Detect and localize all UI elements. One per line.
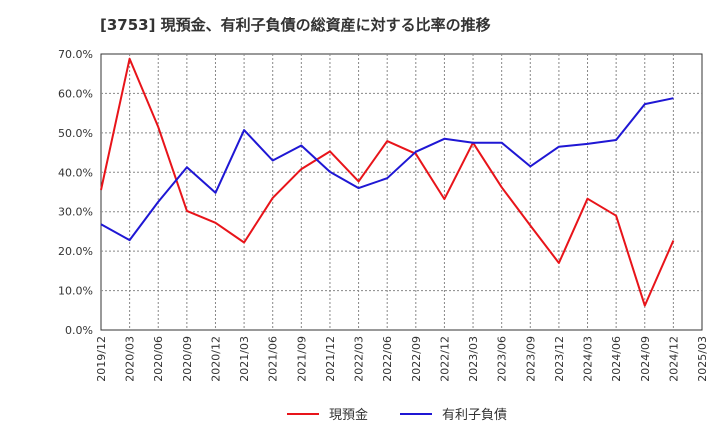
- plot-area: [100, 53, 703, 331]
- data-point: [557, 261, 561, 265]
- x-tick-label: 2019/12: [95, 336, 108, 382]
- x-tick-label: 2021/03: [238, 336, 251, 382]
- y-tick-label: 10.0%: [58, 285, 93, 298]
- series-line-2: [100, 97, 674, 242]
- data-point: [357, 186, 361, 190]
- data-point: [643, 102, 647, 106]
- data-point: [271, 196, 275, 200]
- data-point: [671, 238, 675, 242]
- data-point: [557, 145, 561, 149]
- x-tick-label: 2024/03: [582, 336, 595, 382]
- x-tick-label: 2023/12: [553, 336, 566, 382]
- data-point: [385, 176, 389, 180]
- data-point: [328, 149, 332, 153]
- x-tick-label: 2020/06: [152, 336, 165, 382]
- data-point: [528, 224, 532, 228]
- y-tick-label: 60.0%: [58, 87, 93, 100]
- data-point: [586, 142, 590, 146]
- data-point: [156, 125, 160, 129]
- x-tick-label: 2022/06: [381, 336, 394, 382]
- data-point: [242, 240, 246, 244]
- data-point: [213, 191, 217, 195]
- data-point: [299, 143, 303, 147]
- y-tick-label: 70.0%: [58, 48, 93, 61]
- x-tick-label: 2021/09: [295, 336, 308, 382]
- x-tick-label: 2025/03: [696, 336, 709, 382]
- data-point: [328, 170, 332, 174]
- x-tick-label: 2022/12: [438, 336, 451, 382]
- x-tick-label: 2021/06: [267, 336, 280, 382]
- data-point: [99, 188, 103, 192]
- y-tick-label: 50.0%: [58, 127, 93, 140]
- data-point: [586, 197, 590, 201]
- y-tick-label: 20.0%: [58, 245, 93, 258]
- data-point: [414, 150, 418, 154]
- data-point: [500, 185, 504, 189]
- legend-label: 現預金: [329, 407, 368, 423]
- data-point: [442, 137, 446, 141]
- data-point: [156, 200, 160, 204]
- data-point: [671, 96, 675, 100]
- legend-label: 有利子負債: [442, 408, 507, 423]
- x-tick-label: 2024/06: [610, 336, 623, 382]
- x-tick-label: 2024/09: [639, 336, 652, 382]
- y-tick-label: 0.0%: [65, 324, 93, 337]
- data-point: [271, 158, 275, 162]
- x-tick-label: 2022/03: [353, 336, 366, 382]
- y-tick-label: 40.0%: [58, 166, 93, 179]
- x-tick-label: 2020/03: [124, 336, 137, 382]
- data-point: [128, 238, 132, 242]
- data-point: [471, 141, 475, 145]
- data-point: [442, 197, 446, 201]
- data-point: [643, 304, 647, 308]
- y-tick-label: 30.0%: [58, 206, 93, 219]
- data-point: [528, 164, 532, 168]
- data-point: [614, 214, 618, 218]
- series-line-1: [100, 57, 675, 307]
- data-point: [385, 139, 389, 143]
- data-point: [99, 222, 103, 226]
- x-tick-label: 2023/09: [524, 336, 537, 382]
- data-point: [500, 141, 504, 145]
- x-tick-label: 2022/09: [410, 336, 423, 382]
- chart-title: [3753] 現預金、有利子負債の総資産に対する比率の推移: [100, 16, 491, 34]
- data-point: [614, 138, 618, 142]
- data-point: [357, 179, 361, 183]
- data-point: [242, 128, 246, 132]
- data-point: [213, 221, 217, 225]
- data-point: [185, 165, 189, 169]
- x-tick-label: 2020/12: [209, 336, 222, 382]
- x-tick-label: 2023/06: [496, 336, 509, 382]
- data-point: [185, 209, 189, 213]
- data-point: [128, 57, 132, 61]
- x-tick-label: 2020/09: [181, 336, 194, 382]
- x-tick-label: 2023/03: [467, 336, 480, 382]
- data-point: [299, 167, 303, 171]
- x-tick-label: 2024/12: [667, 336, 680, 382]
- x-tick-label: 2021/12: [324, 336, 337, 382]
